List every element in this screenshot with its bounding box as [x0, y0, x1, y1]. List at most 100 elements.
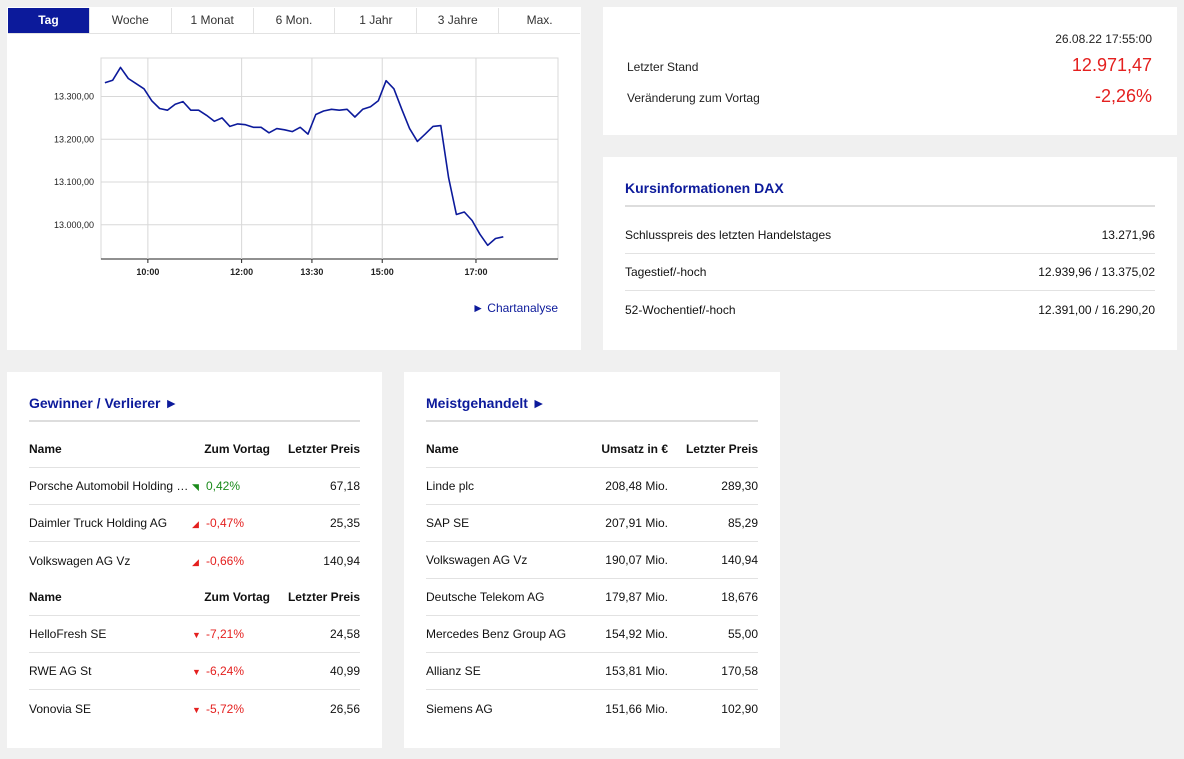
change-cell: ▼ -5,72% [192, 702, 270, 716]
change-label: Veränderung zum Vortag [627, 91, 760, 105]
price-value: 170,58 [721, 664, 758, 678]
price-value: 18,676 [721, 590, 758, 604]
stock-name[interactable]: Mercedes Benz Group AG [426, 627, 567, 641]
meistgehandelt-title[interactable]: Meistgehandelt ► [426, 395, 546, 411]
turnover-value: 208,48 Mio. [605, 479, 668, 493]
x-tick-label: 12:00 [230, 267, 253, 277]
table-row[interactable]: Allianz SE 153,81 Mio. 170,58 [426, 653, 758, 690]
stock-name[interactable]: Linde plc [426, 479, 475, 493]
stock-name[interactable]: Volkswagen AG Vz [426, 553, 528, 567]
table-row[interactable]: Daimler Truck Holding AG ◢ -0,47% 25,35 [29, 505, 360, 542]
table-row[interactable]: Volkswagen AG Vz ◢ -0,66% 140,94 [29, 542, 360, 579]
chartanalyse-link[interactable]: ► Chartanalyse [472, 301, 558, 315]
y-tick-label: 13.200,00 [54, 134, 94, 144]
change-row: Veränderung zum Vortag -2,26% [627, 86, 1152, 107]
stock-name[interactable]: Vonovia SE [29, 701, 92, 716]
play-arrow-icon: ► [472, 301, 488, 315]
x-tick-label: 10:00 [136, 267, 159, 277]
stock-name[interactable]: RWE AG St [29, 664, 92, 678]
col-price: Letzter Preis [685, 442, 758, 456]
col-change: Zum Vortag [204, 442, 270, 456]
table-row[interactable]: Deutsche Telekom AG 179,87 Mio. 18,676 [426, 579, 758, 616]
tab-1-monat[interactable]: 1 Monat [172, 8, 254, 33]
stock-name[interactable]: SAP SE [426, 516, 470, 530]
stock-name[interactable]: Siemens AG [426, 701, 493, 716]
change-value: -7,21% [206, 627, 245, 641]
tab-max[interactable]: Max. [526, 13, 553, 27]
table-row[interactable]: Siemens AG 151,66 Mio. 102,90 [426, 690, 758, 727]
meistgehandelt-table: Name Umsatz in € Letzter Preis Linde plc… [426, 431, 758, 727]
price-value: 55,00 [727, 627, 758, 641]
quote-card: 26.08.22 17:55:00 Letzter Stand 12.971,4… [603, 7, 1177, 135]
change-cell: ◢ -0,47% [192, 516, 270, 530]
price-value: 67,18 [329, 479, 360, 493]
tab-3-jahre[interactable]: 3 Jahre [417, 8, 500, 33]
turnover-value: 153,81 Mio. [605, 664, 668, 678]
title-divider [29, 420, 360, 422]
x-tick-label: 17:00 [464, 267, 487, 277]
table-row[interactable]: Mercedes Benz Group AG 154,92 Mio. 55,00 [426, 616, 758, 653]
table-header: Name Zum Vortag Letzter Preis [29, 431, 360, 468]
info-value: 12.939,96 / 13.375,02 [1038, 265, 1155, 279]
info-row-schlusspreis: Schlusspreis des letzten Handelstages 13… [625, 217, 1155, 254]
table-row[interactable]: SAP SE 207,91 Mio. 85,29 [426, 505, 758, 542]
last-price-label: Letzter Stand [627, 60, 699, 74]
last-price-row: Letzter Stand 12.971,47 [627, 55, 1152, 76]
col-price: Letzter Preis [287, 590, 360, 604]
y-tick-label: 13.300,00 [54, 91, 94, 101]
stock-name[interactable]: Allianz SE [426, 664, 481, 678]
stock-name[interactable]: Porsche Automobil Holding SE [29, 479, 192, 493]
change-value: -5,72% [206, 701, 245, 716]
title-divider [426, 420, 758, 422]
tab-tag[interactable]: Tag [8, 8, 90, 33]
price-value: 102,90 [721, 701, 758, 716]
change-cell: ▼ -7,21% [192, 627, 270, 641]
x-tick-label: 13:30 [300, 267, 323, 277]
col-price: Letzter Preis [287, 442, 360, 456]
table-header: Name Zum Vortag Letzter Preis [29, 579, 360, 616]
turnover-value: 179,87 Mio. [605, 590, 668, 604]
tab-1-jahr[interactable]: 1 Jahr [335, 8, 418, 33]
col-change: Zum Vortag [204, 590, 270, 604]
info-value: 13.271,96 [1101, 228, 1155, 242]
turnover-value: 154,92 Mio. [605, 627, 668, 641]
price-value: 289,30 [721, 479, 758, 493]
stock-name[interactable]: Volkswagen AG Vz [29, 553, 131, 568]
last-price-value: 12.971,47 [1071, 55, 1152, 75]
price-value: 140,94 [323, 553, 360, 568]
table-row[interactable]: Vonovia SE ▼ -5,72% 26,56 [29, 690, 360, 727]
info-label: Tagestief/-hoch [625, 265, 707, 279]
tab-6-mon[interactable]: 6 Mon. [254, 8, 336, 33]
turnover-value: 207,91 Mio. [605, 516, 668, 530]
change-cell: ▼ -6,24% [192, 664, 270, 678]
info-row-52-wochen: 52-Wochentief/-hoch 12.391,00 / 16.290,2… [625, 291, 1155, 328]
table-row[interactable]: Volkswagen AG Vz 190,07 Mio. 140,94 [426, 542, 758, 579]
col-name: Name [426, 442, 459, 456]
trend-down-icon: ◢ [192, 519, 199, 529]
tab-woche[interactable]: Woche [90, 8, 172, 33]
trend-down-icon: ▼ [192, 704, 201, 715]
turnover-value: 151,66 Mio. [605, 701, 668, 716]
info-value: 12.391,00 / 16.290,20 [1038, 302, 1155, 317]
table-row[interactable]: Linde plc 208,48 Mio. 289,30 [426, 468, 758, 505]
stock-name[interactable]: Deutsche Telekom AG [426, 590, 545, 604]
table-row[interactable]: RWE AG St ▼ -6,24% 40,99 [29, 653, 360, 690]
gewinner-verlierer-title[interactable]: Gewinner / Verlierer ► [29, 395, 179, 411]
price-value: 40,99 [329, 664, 360, 678]
table-row[interactable]: Porsche Automobil Holding SE ◥ 0,42% 67,18 [29, 468, 360, 505]
plot-frame [100, 57, 559, 260]
quote-timestamp: 26.08.22 17:55:00 [1055, 32, 1152, 46]
stock-name[interactable]: Daimler Truck Holding AG [29, 516, 168, 530]
table-row[interactable]: HelloFresh SE ▼ -7,21% 24,58 [29, 616, 360, 653]
chart-period-tabs: Tag Woche 1 Monat 6 Mon. 1 Jahr 3 Jahre … [8, 8, 580, 34]
stock-name[interactable]: HelloFresh SE [29, 627, 107, 641]
trend-down-icon: ▼ [192, 630, 201, 640]
info-label: 52-Wochentief/-hoch [625, 302, 736, 317]
kursinformationen-card: Kursinformationen DAX Schlusspreis des l… [603, 157, 1177, 350]
change-value: -0,47% [206, 516, 245, 530]
price-value: 24,58 [329, 627, 360, 641]
change-cell: ◥ 0,42% [192, 479, 270, 493]
y-tick-label: 13.000,00 [54, 220, 94, 230]
series-line-dax [104, 66, 504, 247]
intraday-chart: 13.000,00 13.100,00 13.200,00 13.300,00 10:0… [54, 57, 559, 277]
